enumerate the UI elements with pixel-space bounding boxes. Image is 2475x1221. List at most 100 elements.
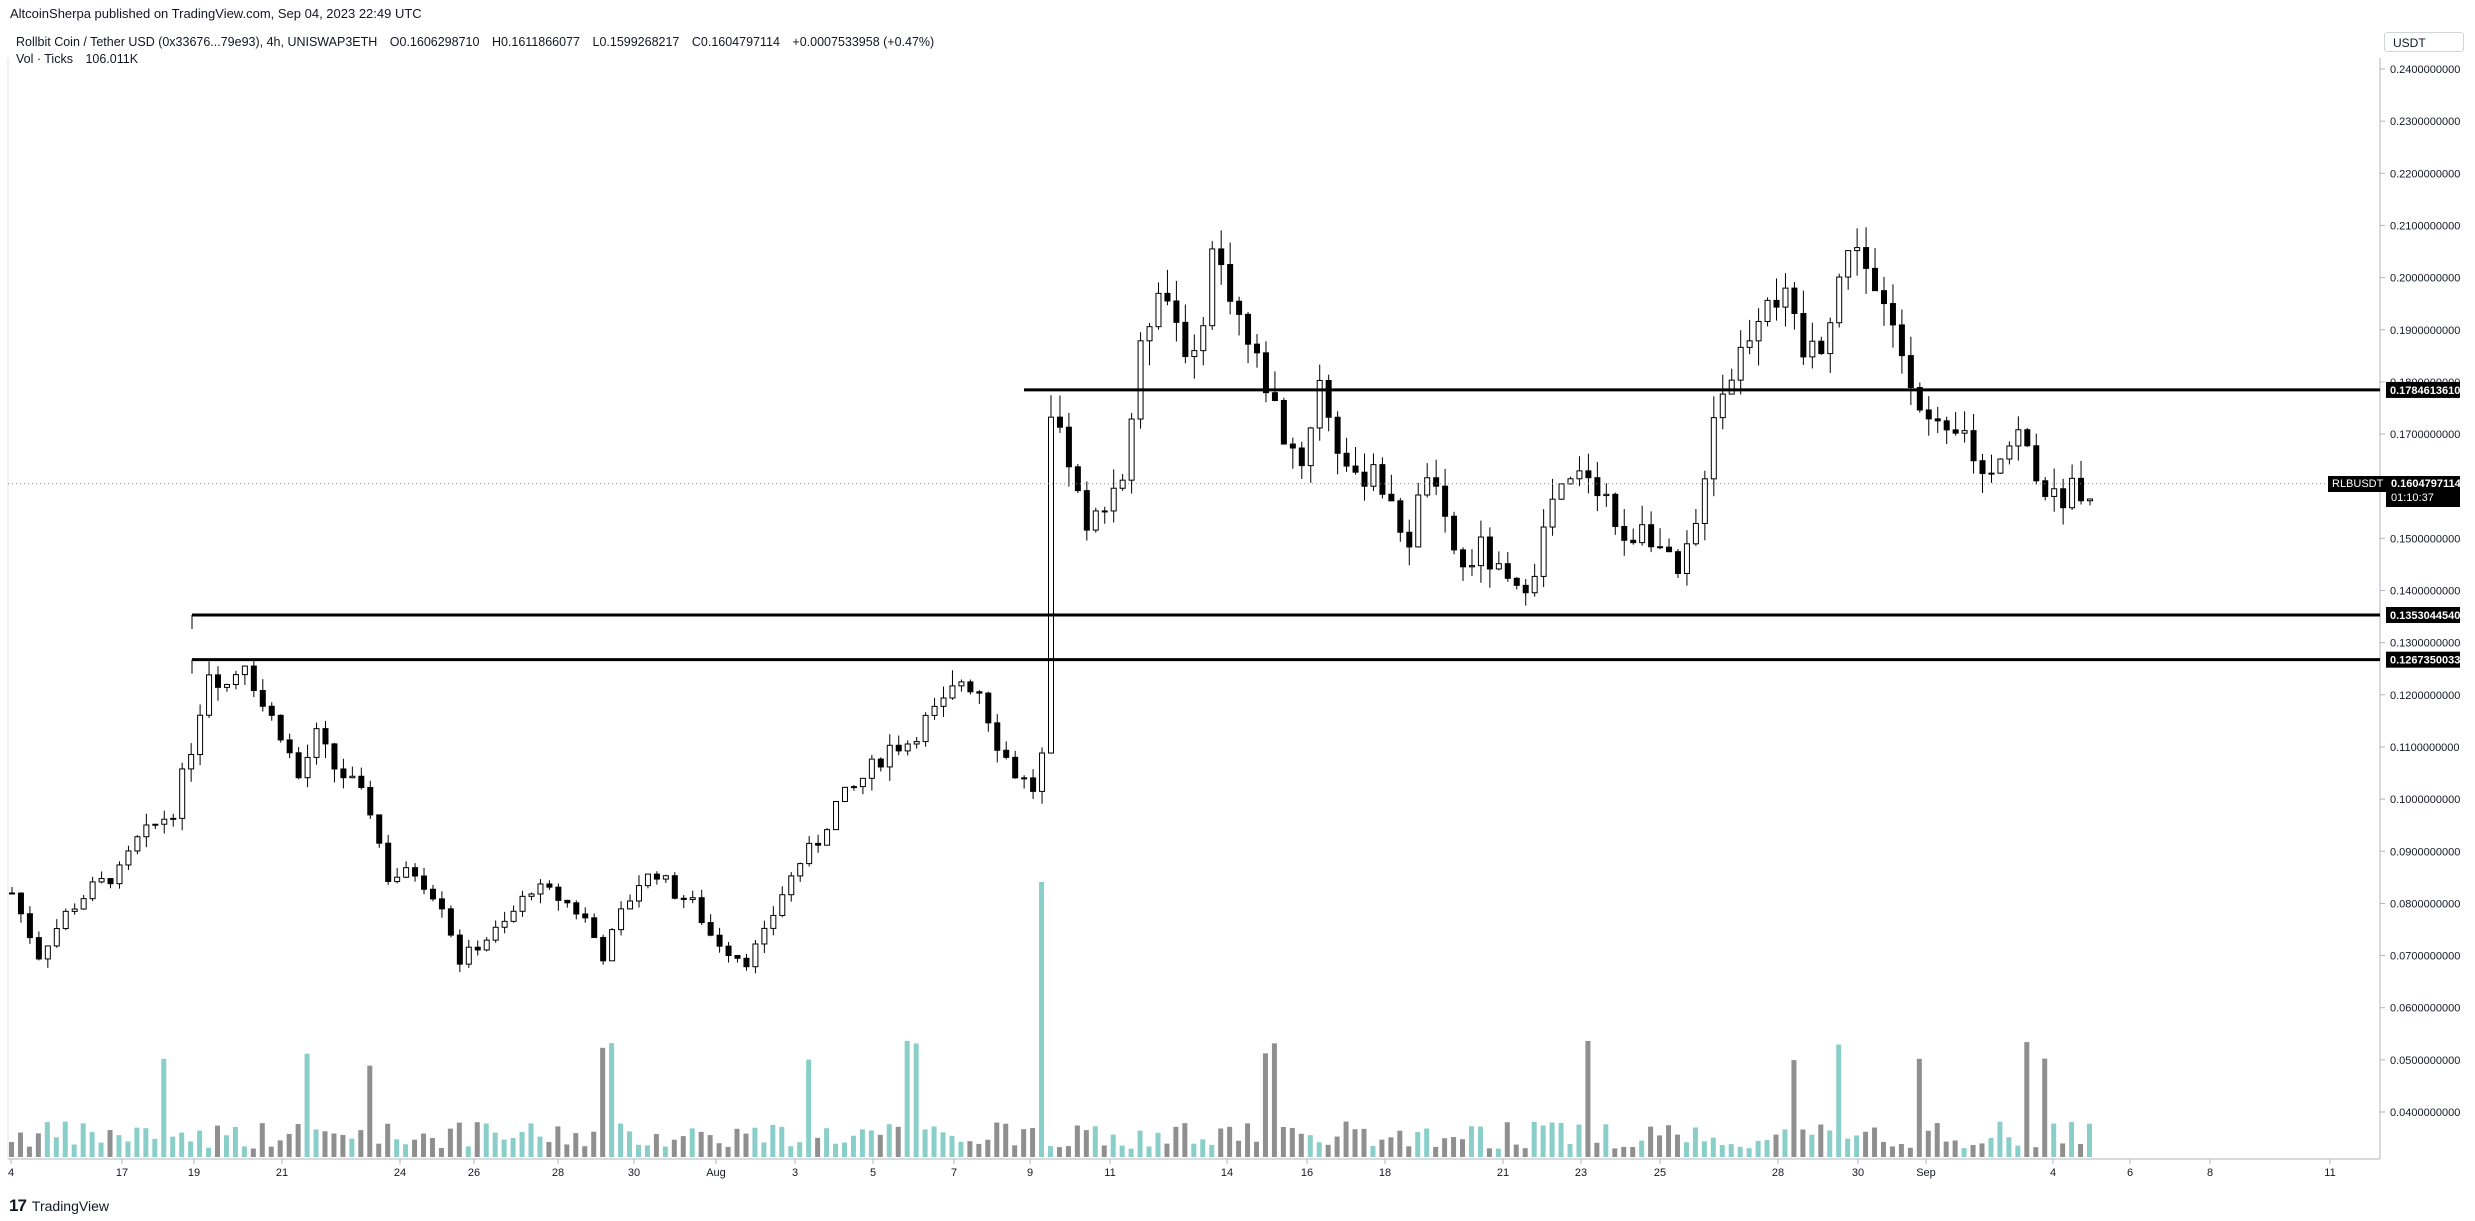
volume-bar — [1800, 1129, 1806, 1157]
candle-body — [1316, 379, 1323, 429]
candle-body — [170, 817, 177, 820]
volume-bar — [1370, 1145, 1376, 1157]
candle-body — [1486, 536, 1493, 570]
volume-bar — [573, 1133, 579, 1157]
candle-body — [510, 910, 517, 922]
change-value: +0.0007533958 (+0.47%) — [792, 35, 935, 49]
volume-bar — [644, 1145, 650, 1157]
candle-body — [1227, 264, 1234, 302]
volume-label[interactable]: Vol · Ticks — [16, 52, 73, 66]
candle-body — [98, 878, 105, 883]
candle-body — [1522, 584, 1529, 594]
candle-body — [1352, 465, 1359, 473]
candle-body — [277, 714, 284, 741]
candle-body — [824, 829, 831, 846]
volume-bar — [1137, 1130, 1143, 1157]
candle-body — [474, 946, 481, 951]
volume-bar — [1182, 1123, 1188, 1157]
volume-bar — [537, 1136, 543, 1157]
volume-bar — [2033, 1147, 2039, 1157]
time-tick-label: 28 — [552, 1167, 564, 1179]
volume-bar — [62, 1121, 68, 1157]
volume-bar — [797, 1142, 803, 1157]
volume-bar — [859, 1129, 865, 1157]
volume-bar — [1316, 1142, 1322, 1157]
volume-bar — [752, 1127, 758, 1157]
volume-bar — [841, 1142, 847, 1157]
volume-bar — [833, 1143, 839, 1157]
volume-bar — [1460, 1139, 1466, 1157]
candle-body — [1961, 430, 1968, 434]
candle-body — [53, 928, 60, 947]
volume-bar — [134, 1127, 140, 1157]
candle-body — [1970, 430, 1977, 462]
volume-bar — [1863, 1131, 1869, 1157]
candle-body — [1065, 426, 1072, 468]
symbol-description[interactable]: Rollbit Coin / Tether USD (0x33676...79e… — [16, 35, 378, 49]
volume-bar — [421, 1133, 427, 1157]
volume-bar — [474, 1122, 480, 1157]
candle-body — [1872, 267, 1879, 292]
volume-bar — [1254, 1141, 1260, 1157]
volume-bar — [161, 1058, 167, 1157]
candle-body — [1549, 498, 1556, 528]
candle-body — [259, 690, 266, 707]
candle-body — [1388, 493, 1395, 502]
price-tick-label: 0.1000000000 — [2390, 794, 2460, 806]
volume-bar — [1970, 1145, 1976, 1157]
volume-bar — [1128, 1148, 1134, 1157]
candle-body — [635, 885, 642, 902]
volume-bar — [1021, 1129, 1027, 1157]
volume-bar — [1379, 1139, 1385, 1157]
volume-bar — [815, 1137, 821, 1157]
candle-body — [71, 908, 78, 912]
volume-bar — [1746, 1148, 1752, 1157]
candle-body — [1451, 515, 1458, 551]
time-tick-label: Aug — [706, 1167, 726, 1179]
volume-bar — [1639, 1140, 1645, 1157]
candle-body — [1021, 777, 1028, 780]
candle-body — [286, 739, 293, 754]
volume-bar — [1907, 1147, 1913, 1157]
candle-body — [680, 897, 687, 900]
candle-body — [483, 939, 490, 951]
volume-bar — [1818, 1124, 1824, 1157]
volume-bar — [1988, 1138, 1994, 1157]
volume-bar — [985, 1139, 991, 1157]
volume-bar — [707, 1135, 713, 1157]
currency-button[interactable]: USDT — [2384, 32, 2464, 52]
time-tick-label: 9 — [1027, 1167, 1033, 1179]
candle-body — [653, 873, 660, 880]
volume-bar — [600, 1047, 606, 1157]
volume-bar — [1307, 1135, 1313, 1157]
volume-bar — [394, 1139, 400, 1157]
candle-body — [250, 665, 257, 692]
volume-bar — [35, 1133, 41, 1157]
volume-bar — [1674, 1134, 1680, 1157]
candle-body — [725, 945, 732, 956]
volume-bar — [2069, 1122, 2075, 1157]
candle-body — [752, 943, 759, 968]
volume-bar — [1397, 1130, 1403, 1157]
volume-bar — [107, 1130, 113, 1157]
candle-body — [295, 752, 302, 779]
candle-body — [519, 895, 526, 912]
candle-body — [2069, 477, 2076, 509]
volume-bar — [170, 1136, 176, 1157]
candle-body — [429, 888, 436, 900]
candle-body — [1782, 287, 1789, 308]
candle-body — [528, 893, 535, 897]
volume-bar — [1809, 1134, 1815, 1157]
time-tick-label: 4 — [8, 1167, 14, 1179]
candle-body — [671, 875, 678, 899]
volume-bar — [268, 1146, 274, 1157]
candle-body — [1307, 427, 1314, 467]
candle-body — [1809, 340, 1816, 358]
level-price-tag — [2386, 381, 2460, 398]
volume-bar — [976, 1143, 982, 1157]
candle-body — [304, 756, 311, 779]
volume-bar — [922, 1129, 928, 1157]
candle-body — [797, 863, 804, 877]
volume-bar — [1531, 1121, 1537, 1157]
